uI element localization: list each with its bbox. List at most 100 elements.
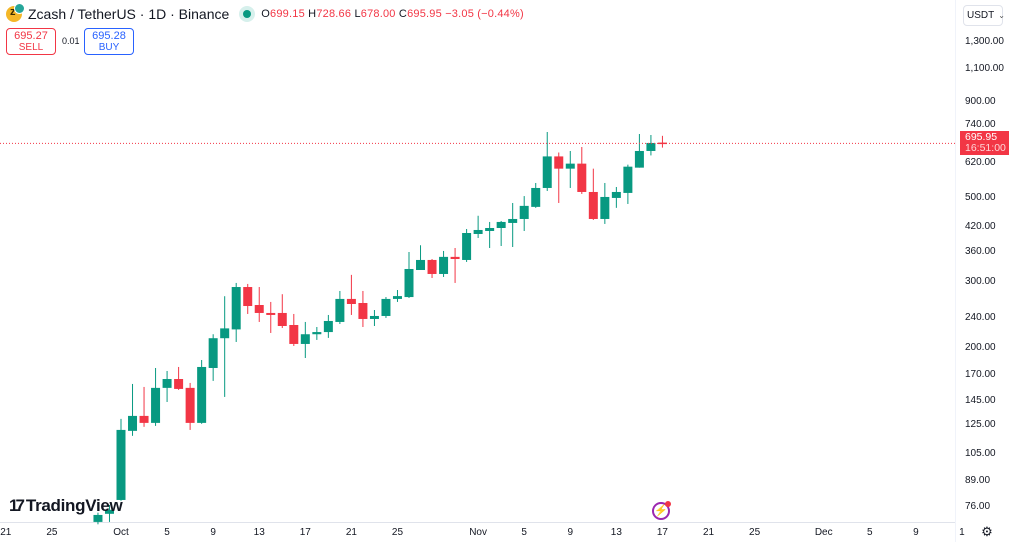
time-tick-label: Oct (113, 527, 129, 538)
candle-body[interactable] (462, 233, 472, 260)
candle-body[interactable] (162, 379, 172, 388)
candle-body[interactable] (128, 415, 138, 431)
candle-body[interactable] (577, 163, 587, 192)
candle-body[interactable] (312, 332, 322, 335)
candle-body[interactable] (381, 298, 391, 316)
candle-body[interactable] (565, 163, 575, 169)
time-tick-label: 17 (299, 527, 311, 538)
candle-body[interactable] (323, 320, 333, 333)
price-tick-label: 740.00 (965, 119, 996, 131)
time-tick-label: 25 (391, 527, 404, 538)
candle-body[interactable] (254, 305, 264, 313)
price-tick-label: 170.00 (965, 368, 996, 380)
candle-body[interactable] (646, 142, 656, 151)
price-tick-label: 145.00 (965, 394, 996, 406)
change-value: −3.05 (−0.44%) (445, 8, 524, 20)
candle-body[interactable] (508, 218, 518, 223)
tradingview-logo[interactable]: 17 TradingView (9, 496, 123, 516)
time-tick-label: Dec (814, 527, 833, 538)
symbol-header: z Zcash / TetherUS · 1D · Binance O699.1… (6, 3, 524, 22)
symbol-title[interactable]: Zcash / TetherUS · 1D · Binance (28, 6, 230, 22)
candle-body[interactable] (197, 366, 207, 423)
time-tick-label: 5 (867, 527, 873, 538)
candle-body[interactable] (243, 287, 253, 307)
price-tick-label: 500.00 (965, 192, 996, 203)
candle-body[interactable] (657, 142, 667, 145)
settings-icon[interactable]: ⚙ (981, 524, 993, 539)
last-price-badge: 695.95 16:51:00 (960, 131, 1009, 156)
price-tick-label: 240.00 (965, 312, 996, 324)
close-value: 695.95 (407, 8, 442, 20)
candle-body[interactable] (104, 509, 114, 514)
price-tick-label: 89.00 (965, 474, 991, 486)
candle-body[interactable] (231, 287, 241, 330)
candle-body[interactable] (392, 296, 402, 299)
time-tick-label: 13 (610, 527, 622, 538)
candle-body[interactable] (346, 298, 356, 304)
currency-select[interactable]: USDT ⌄ (963, 5, 1005, 26)
price-tick-label: 300.00 (965, 275, 996, 287)
candle-body[interactable] (404, 268, 414, 298)
candle-body[interactable] (439, 256, 449, 274)
price-tick-label: 900.00 (965, 95, 996, 107)
candle-body[interactable] (623, 166, 633, 193)
candle-body[interactable] (519, 205, 529, 219)
price-tick-label: 360.00 (965, 245, 996, 257)
time-tick-label: 25 (749, 527, 761, 538)
candle-body[interactable] (266, 312, 276, 315)
time-tick-label: 5 (521, 527, 527, 538)
candle-body[interactable] (185, 387, 195, 423)
candle-body[interactable] (496, 221, 506, 228)
buy-label: BUY (98, 41, 120, 53)
candle-body[interactable] (358, 302, 368, 319)
candle-body[interactable] (531, 187, 541, 207)
currency-label: USDT (967, 10, 995, 21)
close-label: C (398, 8, 408, 20)
lightning-icon[interactable]: ⚡ (652, 501, 671, 520)
candle-body[interactable] (277, 312, 287, 326)
candle-body[interactable] (473, 229, 483, 234)
candle-body[interactable] (116, 429, 126, 500)
tradingview-logo-text: TradingView (25, 496, 123, 515)
candle-body[interactable] (289, 324, 299, 344)
candle-body[interactable] (208, 338, 218, 368)
time-tick-label: 9 (913, 527, 919, 538)
candle-body[interactable] (634, 150, 644, 168)
buy-button[interactable]: 695.28 BUY (84, 28, 134, 55)
candle-body[interactable] (416, 259, 426, 271)
candle-body[interactable] (139, 415, 149, 423)
candle-body[interactable] (600, 196, 610, 219)
low-label: L (354, 8, 361, 20)
high-label: H (308, 8, 317, 20)
candle-body[interactable] (151, 387, 161, 423)
candle-body[interactable] (588, 191, 598, 219)
candle-body[interactable] (335, 298, 345, 322)
candle-body[interactable] (485, 227, 495, 231)
price-tick-label: 105.00 (965, 447, 996, 459)
time-tick-label: 5 (164, 527, 170, 538)
tradingview-logo-icon: 17 (9, 496, 25, 515)
last-price-value: 695.95 (965, 131, 998, 144)
high-value: 728.66 (316, 8, 352, 20)
candles-group (93, 131, 667, 525)
candle-body[interactable] (450, 256, 460, 260)
candle-body[interactable] (300, 334, 310, 344)
candle-body[interactable] (542, 156, 552, 188)
candle-body[interactable] (427, 259, 437, 274)
time-tick-label: 1 (959, 527, 965, 538)
candle-body[interactable] (174, 379, 184, 389)
candle-body[interactable] (220, 328, 230, 339)
time-tick-label: 21 (0, 527, 12, 538)
sell-button[interactable]: 695.27 SELL (6, 28, 56, 55)
open-value: 699.15 (270, 8, 305, 20)
candle-body[interactable] (369, 315, 379, 319)
sell-label: SELL (18, 41, 44, 53)
bar-countdown: 16:51:00 (965, 142, 1006, 155)
candle-body[interactable] (554, 156, 564, 169)
candle-body[interactable] (611, 191, 621, 198)
candle-body[interactable] (93, 514, 103, 522)
time-tick-label: 9 (567, 527, 574, 538)
market-open-status-icon (239, 6, 256, 22)
price-tick-label: 76.00 (965, 500, 991, 512)
